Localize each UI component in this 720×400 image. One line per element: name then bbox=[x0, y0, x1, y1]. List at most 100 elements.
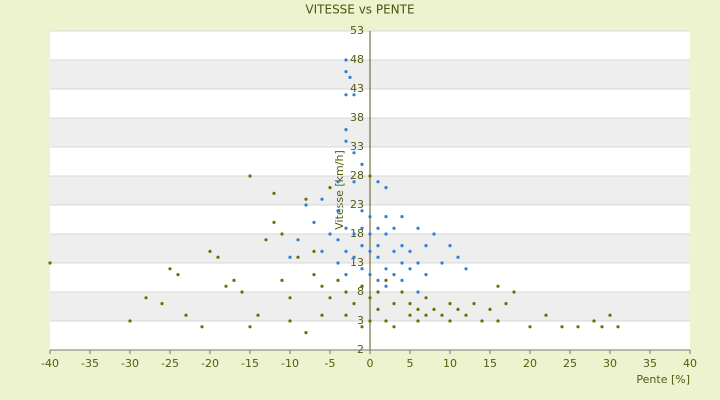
point bbox=[288, 255, 292, 259]
x-tick-label: -10 bbox=[281, 357, 299, 370]
point bbox=[368, 174, 372, 178]
point bbox=[368, 319, 372, 323]
point bbox=[376, 255, 380, 259]
point bbox=[200, 325, 204, 329]
point bbox=[392, 226, 396, 230]
point bbox=[232, 278, 236, 282]
point bbox=[368, 232, 372, 236]
point bbox=[344, 128, 348, 132]
y-tick-label: 18 bbox=[350, 227, 364, 240]
point bbox=[344, 273, 348, 277]
y-tick-label: 38 bbox=[350, 111, 364, 124]
point bbox=[160, 302, 164, 306]
point bbox=[344, 93, 348, 97]
point bbox=[344, 58, 348, 62]
x-tick-label: 10 bbox=[443, 357, 457, 370]
point bbox=[208, 249, 212, 253]
point bbox=[416, 307, 420, 311]
point bbox=[528, 325, 532, 329]
point bbox=[312, 273, 316, 277]
point bbox=[368, 249, 372, 253]
point bbox=[336, 180, 340, 184]
x-tick-label: 5 bbox=[407, 357, 414, 370]
point bbox=[344, 290, 348, 294]
x-tick-label: 15 bbox=[483, 357, 497, 370]
point bbox=[400, 278, 404, 282]
point bbox=[272, 191, 276, 195]
point bbox=[296, 255, 300, 259]
point bbox=[248, 325, 252, 329]
point bbox=[360, 284, 364, 288]
point bbox=[576, 325, 580, 329]
point bbox=[272, 220, 276, 224]
point bbox=[392, 273, 396, 277]
point bbox=[224, 284, 228, 288]
x-tick-label: 35 bbox=[643, 357, 657, 370]
point bbox=[400, 215, 404, 219]
point bbox=[384, 284, 388, 288]
point bbox=[448, 244, 452, 248]
point bbox=[256, 313, 260, 317]
point bbox=[360, 209, 364, 213]
point bbox=[424, 296, 428, 300]
point bbox=[288, 319, 292, 323]
point bbox=[384, 232, 388, 236]
point bbox=[344, 226, 348, 230]
point bbox=[360, 244, 364, 248]
x-tick-label: -40 bbox=[41, 357, 59, 370]
point bbox=[240, 290, 244, 294]
point bbox=[368, 215, 372, 219]
point bbox=[496, 284, 500, 288]
point bbox=[348, 75, 352, 79]
x-tick-label: 30 bbox=[603, 357, 617, 370]
point bbox=[496, 319, 500, 323]
point bbox=[304, 331, 308, 335]
y-tick-label: 53 bbox=[350, 24, 364, 37]
point bbox=[432, 232, 436, 236]
point bbox=[376, 278, 380, 282]
point bbox=[408, 302, 412, 306]
point bbox=[424, 273, 428, 277]
point bbox=[360, 325, 364, 329]
point bbox=[336, 261, 340, 265]
x-tick-label: 25 bbox=[563, 357, 577, 370]
y-tick-label: 23 bbox=[350, 198, 364, 211]
point bbox=[440, 261, 444, 265]
point bbox=[312, 220, 316, 224]
point bbox=[472, 302, 476, 306]
y-tick-label: 8 bbox=[357, 285, 364, 298]
point bbox=[328, 186, 332, 190]
point bbox=[376, 180, 380, 184]
point bbox=[440, 313, 444, 317]
point bbox=[48, 261, 52, 265]
point bbox=[320, 197, 324, 201]
point bbox=[384, 186, 388, 190]
y-tick-label: 33 bbox=[350, 140, 364, 153]
x-tick-label: -20 bbox=[201, 357, 219, 370]
point bbox=[352, 255, 356, 259]
chart-title: VITESSE vs PENTE bbox=[305, 3, 414, 17]
point bbox=[368, 273, 372, 277]
point bbox=[392, 249, 396, 253]
point bbox=[400, 290, 404, 294]
point bbox=[400, 244, 404, 248]
x-tick-label: -35 bbox=[81, 357, 99, 370]
point bbox=[304, 203, 308, 207]
point bbox=[392, 325, 396, 329]
point bbox=[336, 209, 340, 213]
point bbox=[488, 307, 492, 311]
point bbox=[352, 151, 356, 155]
x-tick-label: 40 bbox=[683, 357, 697, 370]
y-axis-label: Vitesse [km/h] bbox=[333, 150, 346, 230]
point bbox=[504, 302, 508, 306]
point bbox=[376, 290, 380, 294]
y-tick-label: 48 bbox=[350, 53, 364, 66]
point bbox=[616, 325, 620, 329]
point bbox=[216, 255, 220, 259]
point bbox=[176, 273, 180, 277]
point bbox=[344, 139, 348, 143]
point bbox=[304, 197, 308, 201]
point bbox=[480, 319, 484, 323]
